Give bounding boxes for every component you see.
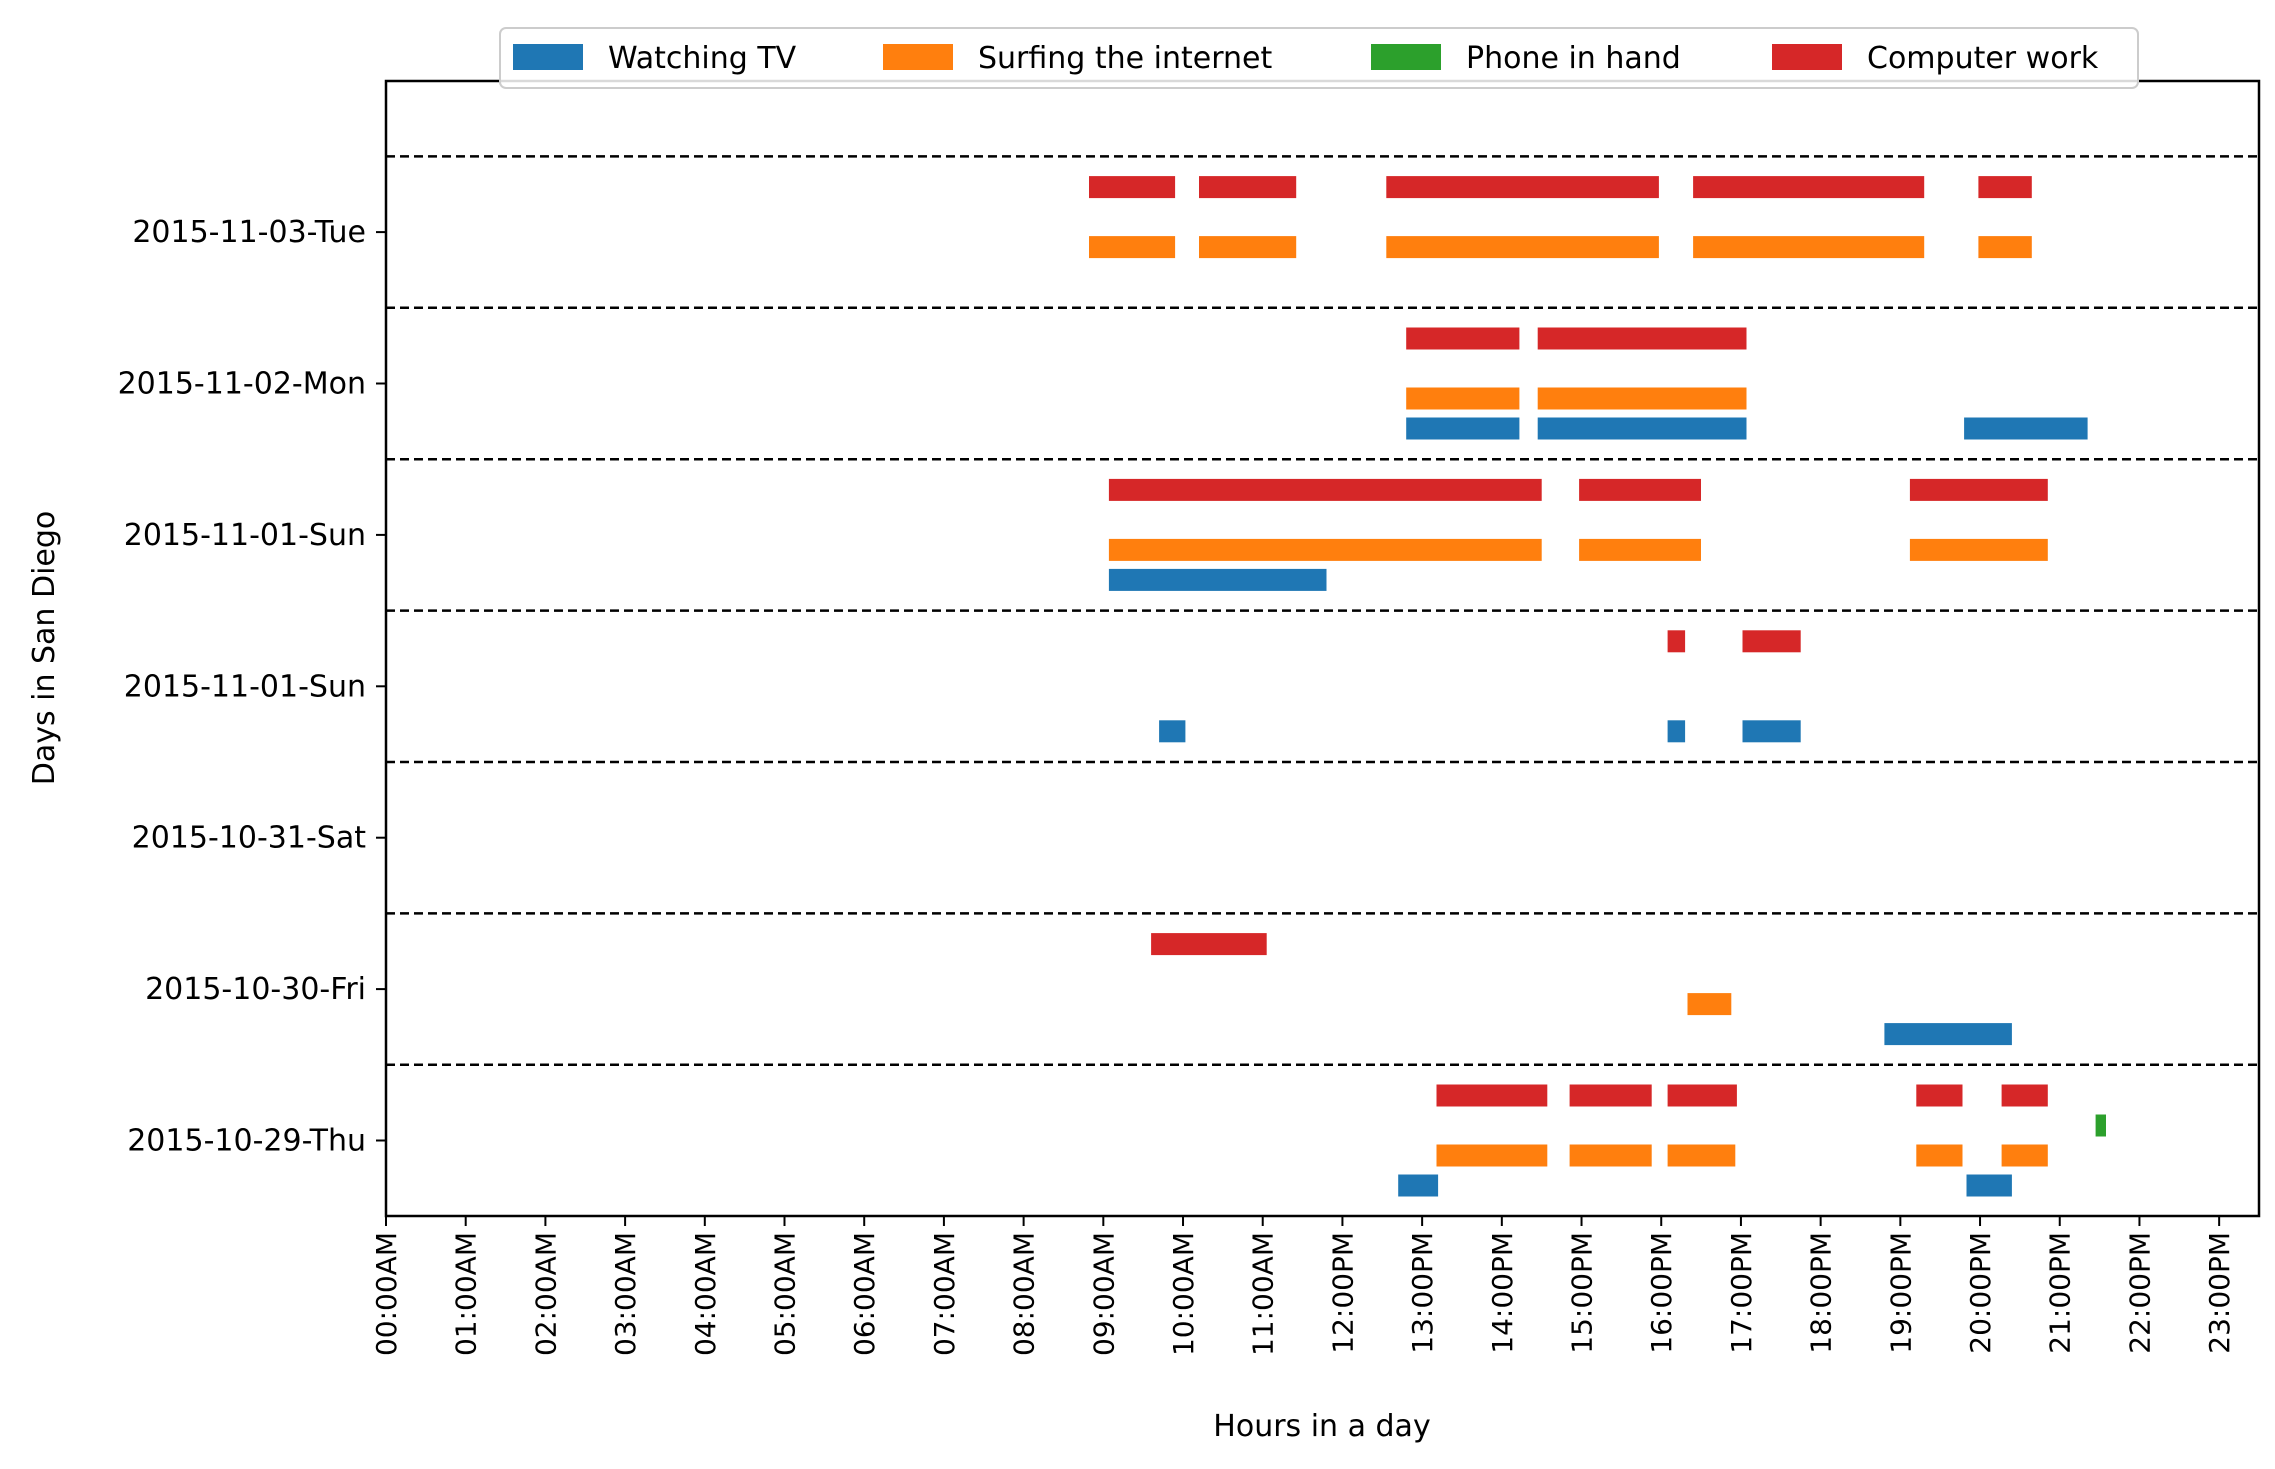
x-axis-label: Hours in a day <box>1213 1409 1430 1444</box>
legend-swatch-0 <box>513 44 583 70</box>
bar-surfing-the-internet-1 <box>1569 1144 1652 1167</box>
x-tick-label-15: 15:00PM <box>1566 1232 1599 1354</box>
y-tick-label-4: 2015-11-01-Sun <box>124 518 366 553</box>
x-tick-label-0: 00:00AM <box>370 1232 403 1356</box>
legend-label-1: Surfing the internet <box>978 41 1272 76</box>
bar-watching-tv-2 <box>1884 1023 2012 1046</box>
y-tick-label-2: 2015-10-31-Sat <box>132 821 367 856</box>
bar-computer-work-8 <box>1108 478 1542 501</box>
bar-watching-tv-8 <box>1537 417 1747 440</box>
bar-watching-tv-6 <box>1108 568 1327 591</box>
bar-watching-tv-9 <box>1964 417 2088 440</box>
x-tick-label-7: 07:00AM <box>928 1232 961 1356</box>
x-tick-label-23: 23:00PM <box>2203 1232 2236 1354</box>
x-tick-label-3: 03:00AM <box>609 1232 642 1356</box>
x-tick-label-14: 14:00PM <box>1486 1232 1519 1354</box>
bar-computer-work-5 <box>1151 933 1267 956</box>
bar-computer-work-1 <box>1569 1084 1652 1107</box>
bar-computer-work-9 <box>1579 478 1701 501</box>
x-tick-label-22: 22:00PM <box>2123 1232 2156 1354</box>
bar-computer-work-0 <box>1436 1084 1548 1107</box>
bar-watching-tv-5 <box>1742 720 1801 743</box>
bar-surfing-the-internet-14 <box>1693 236 1925 259</box>
bar-surfing-the-internet-3 <box>1916 1144 1963 1167</box>
x-tick-label-6: 06:00AM <box>848 1232 881 1356</box>
bar-watching-tv-7 <box>1406 417 1520 440</box>
y-tick-label-3: 2015-11-01-Sun <box>124 669 366 704</box>
bar-surfing-the-internet-15 <box>1978 236 2032 259</box>
bar-computer-work-13 <box>1089 176 1176 199</box>
x-tick-label-12: 12:00PM <box>1326 1232 1359 1354</box>
x-tick-label-9: 09:00AM <box>1087 1232 1120 1356</box>
bar-surfing-the-internet-7 <box>1579 538 1701 561</box>
bar-surfing-the-internet-5 <box>1687 993 1732 1016</box>
bar-computer-work-14 <box>1199 176 1297 199</box>
bar-watching-tv-4 <box>1667 720 1686 743</box>
bar-computer-work-12 <box>1537 327 1747 350</box>
legend-swatch-3 <box>1772 44 1842 70</box>
y-tick-label-6: 2015-11-03-Tue <box>132 215 366 250</box>
y-axis-label: Days in San Diego <box>27 511 62 786</box>
x-tick-label-16: 16:00PM <box>1645 1232 1678 1354</box>
legend: Watching TV Surfing the internet Phone in … <box>499 27 2139 89</box>
bar-surfing-the-internet-0 <box>1436 1144 1548 1167</box>
bar-watching-tv-1 <box>1966 1174 2012 1197</box>
bar-computer-work-10 <box>1909 478 2048 501</box>
bar-surfing-the-internet-4 <box>2001 1144 2048 1167</box>
x-tick-label-11: 11:00AM <box>1247 1232 1280 1356</box>
y-tick-label-1: 2015-10-30-Fri <box>145 972 366 1007</box>
bar-computer-work-7 <box>1742 630 1801 653</box>
x-tick-label-5: 05:00AM <box>769 1232 802 1356</box>
y-tick-label-0: 2015-10-29-Thu <box>127 1124 366 1159</box>
bars-layer <box>1089 176 2106 1197</box>
bar-computer-work-17 <box>1978 176 2032 199</box>
y-axis: 2015-10-29-Thu 2015-10-30-Fri 2015-10-31-S… <box>118 215 386 1159</box>
bar-watching-tv-0 <box>1398 1174 1439 1197</box>
bar-phone-in-hand-0 <box>2095 1114 2106 1137</box>
legend-label-3: Computer work <box>1867 41 2099 76</box>
bar-computer-work-11 <box>1406 327 1520 350</box>
legend-label-2: Phone in hand <box>1466 41 1681 76</box>
legend-label-0: Watching TV <box>608 41 797 76</box>
y-tick-label-5: 2015-11-02-Mon <box>118 367 366 402</box>
x-axis: 00:00AM 01:00AM 02:00AM 03:00AM 04:00AM 05:00… <box>370 1216 2236 1356</box>
bar-surfing-the-internet-13 <box>1386 236 1659 259</box>
bar-surfing-the-internet-9 <box>1406 387 1520 410</box>
bar-surfing-the-internet-8 <box>1909 538 2048 561</box>
x-tick-label-8: 08:00AM <box>1008 1232 1041 1356</box>
x-tick-label-2: 02:00AM <box>529 1232 562 1356</box>
bar-surfing-the-internet-11 <box>1089 236 1176 259</box>
x-tick-label-4: 04:00AM <box>689 1232 722 1356</box>
legend-box <box>499 27 2139 89</box>
day-separators <box>386 155 2259 1067</box>
bar-computer-work-6 <box>1667 630 1686 653</box>
x-tick-label-21: 21:00PM <box>2044 1232 2077 1354</box>
bar-computer-work-16 <box>1693 176 1925 199</box>
bar-surfing-the-internet-12 <box>1199 236 1297 259</box>
bar-surfing-the-internet-6 <box>1108 538 1542 561</box>
x-tick-label-1: 01:00AM <box>450 1232 483 1356</box>
bar-watching-tv-3 <box>1159 720 1186 743</box>
bar-surfing-the-internet-10 <box>1537 387 1747 410</box>
bar-computer-work-3 <box>1916 1084 1963 1107</box>
x-tick-label-17: 17:00PM <box>1725 1232 1758 1354</box>
x-tick-label-19: 19:00PM <box>1884 1232 1917 1354</box>
legend-swatch-2 <box>1371 44 1441 70</box>
x-tick-label-10: 10:00AM <box>1167 1232 1200 1356</box>
x-tick-label-13: 13:00PM <box>1406 1232 1439 1354</box>
x-tick-label-20: 20:00PM <box>1964 1232 1997 1354</box>
x-tick-label-18: 18:00PM <box>1805 1232 1838 1354</box>
bar-computer-work-2 <box>1667 1084 1737 1107</box>
bar-computer-work-4 <box>2001 1084 2048 1107</box>
legend-swatch-1 <box>883 44 953 70</box>
bar-computer-work-15 <box>1386 176 1659 199</box>
bar-surfing-the-internet-2 <box>1667 1144 1736 1167</box>
